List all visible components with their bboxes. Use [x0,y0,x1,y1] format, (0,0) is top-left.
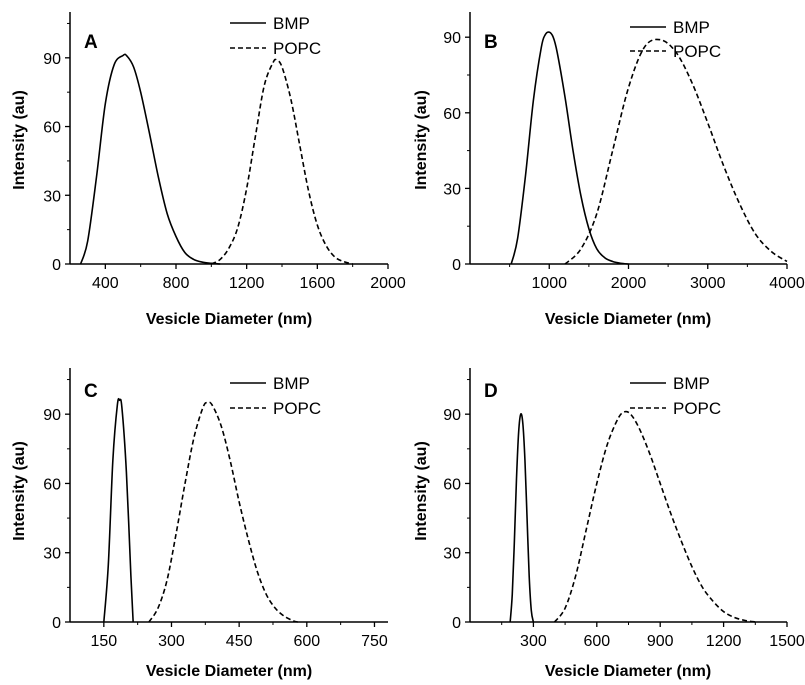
y-tick-label: 90 [43,51,61,68]
y-tick-label: 30 [43,188,61,205]
legend-label-popc-d: POPC [673,399,721,418]
y-tick-label: 30 [443,546,461,563]
panel-label-b: B [484,32,498,53]
series-line-popc-a [210,58,353,265]
x-tick-label: 1600 [300,275,336,292]
series-line-popc-b [564,38,788,265]
y-tick-label: 90 [43,407,61,424]
y-tick-label: 0 [452,615,461,632]
x-axis-label-d: Vesicle Diameter (nm) [545,663,711,680]
x-tick-label: 3000 [690,275,726,292]
x-axis-label-a: Vesicle Diameter (nm) [146,311,312,328]
x-tick-label: 150 [90,633,117,650]
y-tick-label: 0 [52,615,61,632]
y-tick-label: 60 [43,120,61,137]
y-axis-label-d: Intensity (au) [413,441,430,541]
series-line-bmp-d [509,413,535,623]
legend-label-bmp-d: BMP [673,374,710,393]
x-tick-label: 4000 [769,275,805,292]
legend-a: BMP POPC [230,14,321,58]
legend-d: BMP POPC [630,374,721,418]
legend-b: BMP POPC [630,18,721,61]
y-tick-label: 30 [443,181,461,198]
legend-label-bmp-b: BMP [673,18,710,37]
y-axis-label-c: Intensity (au) [11,441,28,541]
y-tick-label: 0 [52,257,61,274]
x-tick-label: 600 [583,633,610,650]
x-tick-label: 600 [293,633,320,650]
chart-panel-d: D Vesicle Diameter (nm) Intensity (au) B… [413,368,805,680]
chart-panel-a: A Vesicle Diameter (nm) Intensity (au) B… [11,12,406,328]
series-line-popc-c [148,401,298,623]
panel-label-c: C [84,381,98,402]
x-tick-label: 300 [520,633,547,650]
y-tick-label: 90 [443,30,461,47]
x-tick-label: 750 [361,633,388,650]
x-tick-label: 300 [158,633,185,650]
panel-label-a: A [84,32,98,53]
x-axis-label-b: Vesicle Diameter (nm) [545,311,711,328]
legend-label-popc-c: POPC [273,399,321,418]
x-axis-label-c: Vesicle Diameter (nm) [146,663,312,680]
legend-label-popc-a: POPC [273,39,321,58]
series-line-bmp-a [79,53,221,265]
x-tick-label: 450 [226,633,253,650]
legend-label-popc-b: POPC [673,42,721,61]
y-axis-label-b: Intensity (au) [413,90,430,190]
y-tick-label: 30 [43,546,61,563]
legend-label-bmp-c: BMP [273,374,310,393]
chart-panel-b: B Vesicle Diameter (nm) Intensity (au) B… [413,12,805,328]
x-tick-label: 800 [163,275,190,292]
y-tick-label: 60 [443,106,461,123]
series-line-bmp-c [103,397,134,623]
y-tick-label: 60 [443,476,461,493]
x-tick-label: 1500 [769,633,805,650]
legend-label-bmp-a: BMP [273,14,310,33]
x-tick-label: 1200 [706,633,742,650]
y-tick-label: 90 [443,407,461,424]
panel-label-d: D [484,381,498,402]
y-axis-label-a: Intensity (au) [11,90,28,190]
x-tick-label: 400 [92,275,119,292]
chart-panel-c: C Vesicle Diameter (nm) Intensity (au) B… [11,368,388,680]
series-line-bmp-b [510,31,629,265]
y-tick-label: 0 [452,257,461,274]
y-tick-label: 60 [43,476,61,493]
x-tick-label: 2000 [370,275,406,292]
x-tick-label: 1000 [531,275,567,292]
x-tick-label: 900 [647,633,674,650]
x-tick-label: 1200 [229,275,265,292]
legend-c: BMP POPC [230,374,321,418]
series-line-popc-d [553,410,756,623]
x-tick-label: 2000 [611,275,647,292]
